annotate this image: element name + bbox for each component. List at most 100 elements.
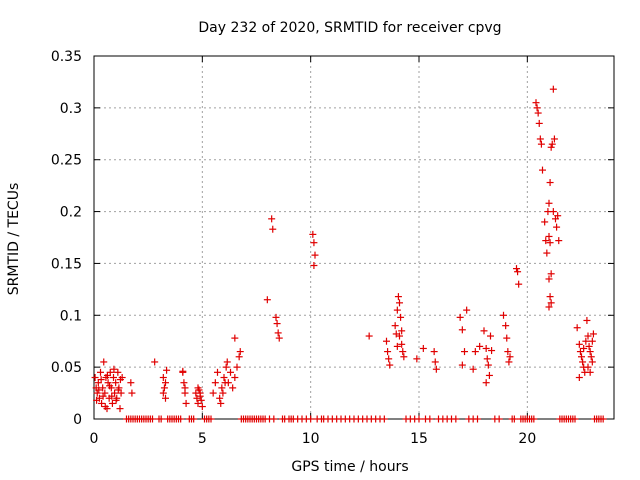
data-point [307, 415, 315, 423]
data-point [500, 311, 507, 319]
grid-layer [94, 56, 614, 419]
data-point [458, 326, 466, 334]
data-point [116, 376, 124, 384]
data-point [545, 199, 553, 207]
data-point [415, 415, 423, 423]
data-point [159, 389, 167, 397]
data-point [539, 166, 546, 174]
data-point [99, 384, 107, 392]
data-point [584, 363, 592, 371]
y-tick-label: 0.35 [51, 49, 82, 65]
data-point [537, 140, 545, 148]
x-tick-label: 0 [90, 431, 99, 447]
data-point [541, 218, 549, 226]
data-point [100, 358, 108, 366]
data-point [583, 316, 591, 324]
data-point [127, 379, 135, 387]
data-point [227, 368, 234, 376]
data-point [575, 374, 583, 382]
data-point [546, 179, 554, 187]
data-point [211, 379, 219, 387]
data-point [163, 366, 171, 374]
data-point [536, 135, 544, 143]
data-point [397, 313, 405, 321]
data-point [533, 104, 541, 112]
data-point [589, 330, 597, 338]
data-points [91, 85, 607, 423]
data-point [393, 306, 401, 314]
data-point [101, 403, 109, 411]
x-tick-label: 15 [410, 431, 428, 447]
data-point [197, 396, 205, 404]
data-point [110, 365, 118, 373]
data-point [532, 99, 540, 107]
data-point [545, 275, 553, 283]
y-tick-label: 0.3 [60, 101, 82, 117]
data-point [177, 415, 185, 423]
data-point [542, 237, 550, 245]
data-point [535, 119, 543, 127]
x-tick-label: 20 [518, 431, 536, 447]
data-point [398, 340, 406, 348]
data-point [461, 348, 468, 356]
data-point [555, 237, 563, 245]
data-point [231, 374, 239, 382]
data-point [504, 348, 512, 356]
data-point [112, 379, 120, 387]
data-point [365, 332, 373, 340]
data-point [545, 303, 553, 311]
data-point [419, 344, 427, 352]
data-point [513, 265, 520, 273]
data-point [383, 337, 390, 345]
data-point [400, 353, 408, 361]
data-point [394, 293, 402, 301]
data-point [554, 212, 562, 220]
data-point [576, 348, 584, 356]
y-tick-label: 0.1 [60, 308, 82, 324]
data-point [391, 322, 399, 330]
data-point [99, 392, 107, 400]
data-point [97, 376, 105, 384]
data-point [263, 296, 271, 304]
data-point [396, 332, 403, 340]
data-point [426, 415, 434, 423]
data-point [106, 382, 114, 390]
data-point [502, 322, 510, 330]
data-point [196, 389, 204, 397]
data-point [272, 313, 280, 321]
data-point [310, 239, 318, 247]
data-point [110, 374, 117, 382]
data-point [585, 342, 593, 350]
data-point [181, 384, 189, 392]
data-point [209, 389, 217, 397]
data-point [545, 232, 553, 240]
data-point [151, 358, 159, 366]
data-point [547, 270, 555, 278]
data-point [456, 313, 464, 321]
data-point [273, 320, 281, 328]
data-point [222, 363, 230, 371]
data-point [216, 394, 224, 402]
data-point [149, 415, 156, 423]
data-point [580, 344, 588, 352]
data-point [546, 239, 554, 247]
data-point [385, 355, 393, 363]
data-point [588, 337, 596, 345]
data-point [488, 347, 496, 355]
data-point [510, 415, 518, 423]
data-point [398, 327, 406, 335]
data-point [549, 208, 557, 216]
data-point [550, 135, 558, 143]
data-point [530, 415, 538, 423]
data-point [484, 361, 492, 369]
x-tick-label: 5 [198, 431, 207, 447]
data-point [380, 415, 388, 423]
tick-layer: 0 5 10 15 20 0 0.05 0.1 0.15 0.2 0.25 0.3 0.35 [51, 49, 614, 447]
data-point [485, 371, 493, 379]
data-point [198, 403, 206, 411]
data-point [311, 251, 319, 259]
data-point [104, 379, 112, 387]
data-point [162, 379, 169, 387]
data-point [399, 348, 407, 356]
data-point [91, 374, 99, 382]
